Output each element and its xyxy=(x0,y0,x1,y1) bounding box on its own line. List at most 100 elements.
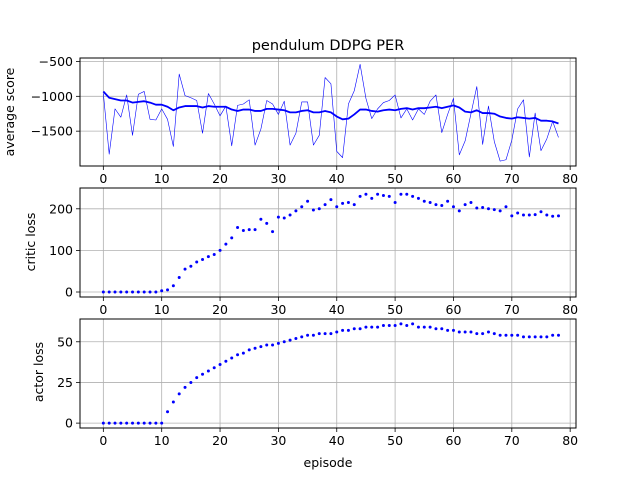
critic-loss-point xyxy=(358,194,362,198)
critic-loss-point xyxy=(101,290,105,294)
actor-loss-point xyxy=(516,333,520,337)
critic-loss-point xyxy=(399,192,403,196)
actor-x-tick-label: 50 xyxy=(387,433,403,448)
critic-loss-point xyxy=(486,207,490,211)
actor-loss-point xyxy=(341,328,345,332)
critic-loss-point xyxy=(230,236,234,240)
chart-title: pendulum DDPG PER xyxy=(252,38,405,54)
actor-y-label: actor loss xyxy=(31,342,46,402)
critic-loss-point xyxy=(177,275,181,279)
actor-loss-point xyxy=(288,338,292,342)
critic-loss-point xyxy=(306,199,310,203)
actor-loss-point xyxy=(364,325,368,329)
score-x-tick-label: 60 xyxy=(446,171,462,186)
critic-loss-point xyxy=(317,207,321,211)
critic-loss-point xyxy=(492,208,496,212)
critic-x-tick-label: 10 xyxy=(154,302,170,317)
critic-loss-point xyxy=(206,255,210,259)
critic-loss-point xyxy=(393,201,397,205)
actor-loss-point xyxy=(393,324,397,328)
actor-loss-point xyxy=(498,333,502,337)
actor-y-tick-label: 50 xyxy=(57,334,73,349)
critic-loss-point xyxy=(381,193,385,197)
actor-loss-point xyxy=(387,324,391,328)
critic-x-tick-label: 30 xyxy=(270,302,286,317)
critic-loss-point xyxy=(481,206,485,210)
actor-loss-point xyxy=(335,330,339,334)
actor-loss-point xyxy=(212,366,216,370)
critic-loss-point xyxy=(276,215,280,219)
actor-loss-point xyxy=(399,322,403,326)
actor-loss-point xyxy=(125,421,129,425)
actor-loss-point xyxy=(329,332,333,336)
critic-loss-point xyxy=(265,221,269,225)
critic-loss-point xyxy=(282,216,286,220)
critic-x-tick-label: 50 xyxy=(387,302,403,317)
score-y-tick-label: −500 xyxy=(39,54,73,69)
critic-loss-point xyxy=(387,194,391,198)
actor-loss-point xyxy=(218,363,222,367)
critic-loss-point xyxy=(335,205,339,209)
actor-loss-panel: 0 10 20 30 40 50 60 70 80 0 25 50 xyxy=(57,318,578,448)
actor-loss-point xyxy=(545,335,549,339)
actor-loss-point xyxy=(119,421,123,425)
critic-loss-point xyxy=(300,205,304,209)
actor-loss-point xyxy=(154,421,158,425)
critic-y-tick-label: 0 xyxy=(65,285,73,300)
critic-loss-point xyxy=(533,213,537,217)
critic-loss-point xyxy=(545,213,549,217)
actor-loss-point xyxy=(317,332,321,336)
critic-loss-point xyxy=(463,203,467,207)
actor-loss-point xyxy=(259,345,263,349)
critic-loss-point xyxy=(271,230,275,234)
critic-loss-point xyxy=(288,213,292,217)
actor-loss-point xyxy=(224,359,228,363)
actor-loss-point xyxy=(166,410,170,414)
critic-loss-point xyxy=(434,203,438,207)
critic-x-tick-label: 60 xyxy=(446,302,462,317)
critic-y-tick-label: 200 xyxy=(49,201,73,216)
critic-loss-point xyxy=(521,213,525,217)
critic-x-tick-label: 40 xyxy=(329,302,345,317)
actor-loss-point xyxy=(107,421,111,425)
score-y-label: average score xyxy=(2,67,17,156)
score-y-tick-label: −1000 xyxy=(31,89,73,104)
critic-loss-point xyxy=(247,228,251,232)
actor-loss-point xyxy=(300,335,304,339)
score-x-tick-label: 70 xyxy=(504,171,520,186)
critic-loss-point xyxy=(224,242,228,246)
score-x-tick-label: 50 xyxy=(387,171,403,186)
critic-loss-point xyxy=(411,194,415,198)
critic-loss-point xyxy=(107,290,111,294)
actor-loss-point xyxy=(131,421,135,425)
actor-x-tick-label: 20 xyxy=(212,433,228,448)
actor-loss-point xyxy=(323,332,327,336)
critic-y-label: critic loss xyxy=(23,213,38,272)
critic-loss-point xyxy=(236,226,240,230)
actor-loss-point xyxy=(521,335,525,339)
actor-loss-point xyxy=(236,353,240,357)
critic-loss-point xyxy=(516,211,520,215)
critic-loss-point xyxy=(416,196,420,200)
actor-loss-point xyxy=(533,335,537,339)
actor-x-tick-label: 40 xyxy=(329,433,345,448)
actor-loss-point xyxy=(434,327,438,331)
actor-loss-point xyxy=(405,324,409,328)
actor-loss-point xyxy=(230,356,234,360)
critic-loss-point xyxy=(539,210,543,214)
critic-loss-point xyxy=(376,192,380,196)
critic-loss-point xyxy=(504,205,508,209)
critic-loss-point xyxy=(475,206,479,210)
actor-loss-point xyxy=(481,332,485,336)
critic-loss-point xyxy=(195,260,199,264)
actor-loss-point xyxy=(282,340,286,344)
actor-loss-point xyxy=(451,328,455,332)
actor-loss-point xyxy=(195,376,199,380)
critic-x-tick-label: 80 xyxy=(562,302,578,317)
actor-loss-point xyxy=(171,400,175,404)
actor-loss-point xyxy=(160,421,164,425)
score-x-tick-label: 30 xyxy=(270,171,286,186)
actor-loss-point xyxy=(556,333,560,337)
critic-loss-point xyxy=(201,258,205,262)
